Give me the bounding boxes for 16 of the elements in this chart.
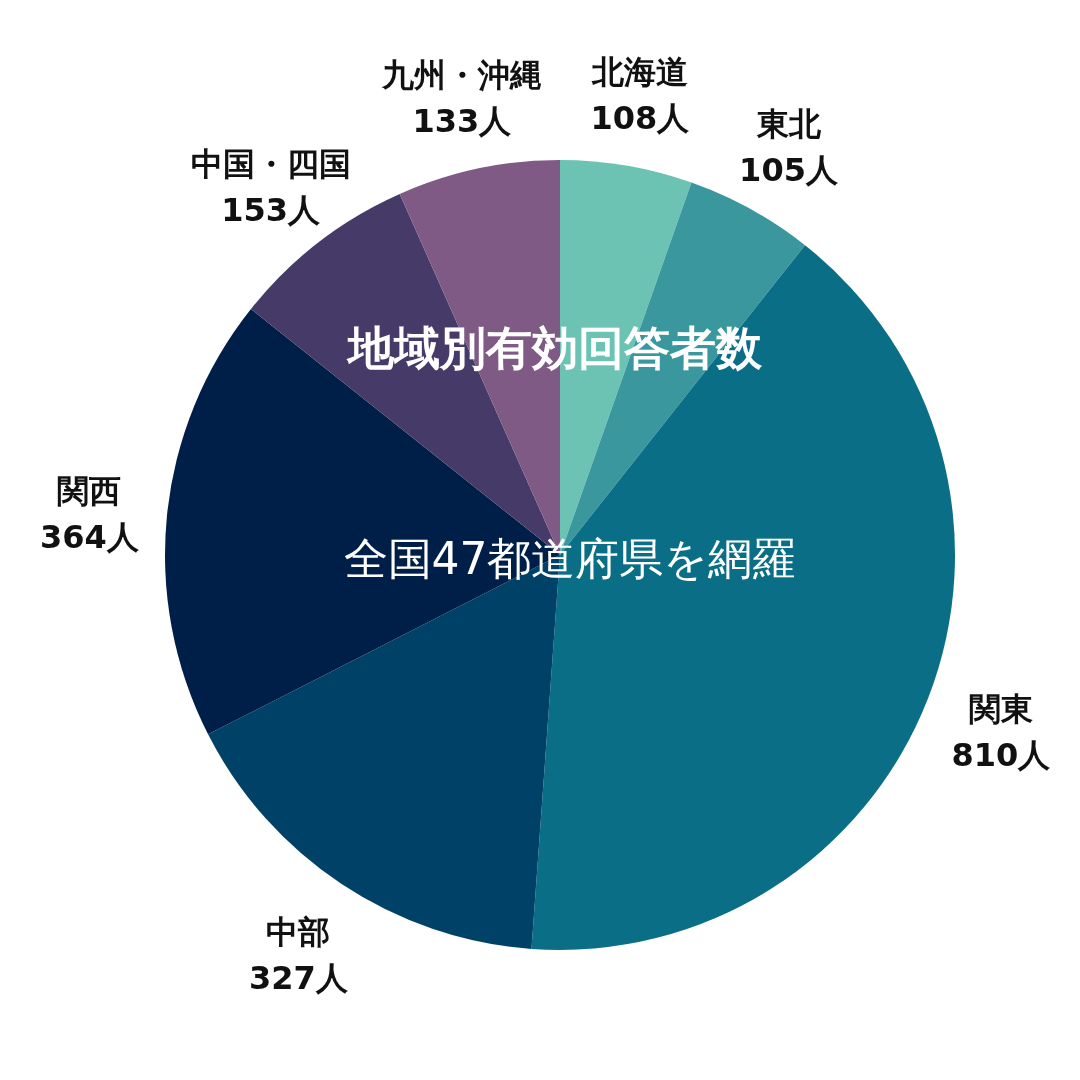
pie-slice: [531, 245, 955, 950]
data-label: 327人: [249, 959, 349, 998]
data-label: 133人: [412, 102, 513, 141]
data-label: 108人: [590, 98, 691, 137]
slice-label: 九州・沖縄: [380, 56, 542, 95]
data-label: 105人: [739, 150, 839, 189]
slice-label: 関東: [968, 690, 1033, 729]
text: 全国47都道府県を網羅: [343, 533, 797, 584]
data-label: 364人: [39, 517, 140, 556]
slice-label: 関西: [57, 471, 122, 510]
slice-label: 東北: [755, 104, 822, 143]
data-label: 810人: [951, 736, 1052, 775]
data-label: 153人: [221, 190, 322, 229]
slice-label: 中国・四国: [190, 144, 351, 183]
slice-label: 北海道: [590, 52, 688, 91]
slice-label: 中部: [266, 913, 331, 952]
